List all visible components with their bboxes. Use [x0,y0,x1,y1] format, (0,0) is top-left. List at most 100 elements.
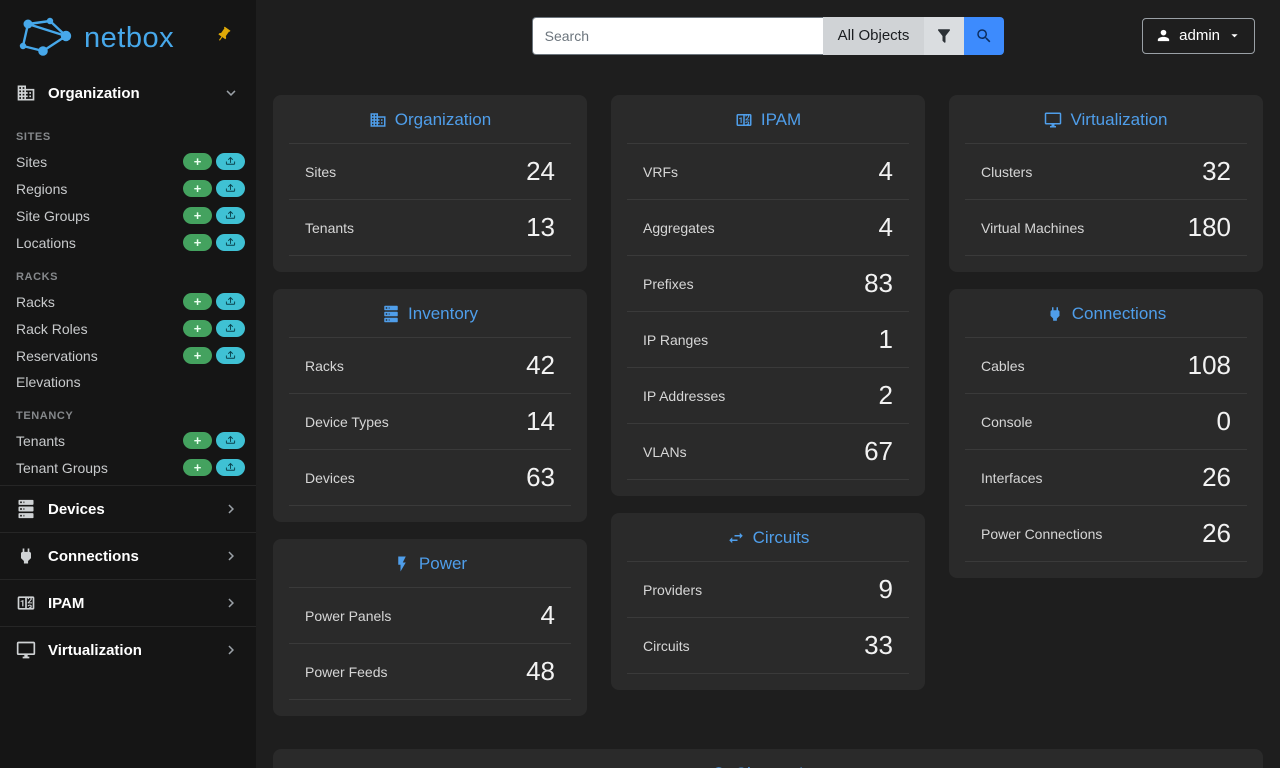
card-rows: Racks 42 Device Types 14 Devices 63 [289,337,571,506]
search-input[interactable] [531,16,823,55]
sidebar-item-label[interactable]: Elevations [16,374,81,390]
pin-icon[interactable] [212,23,236,47]
sidebar-group-connections[interactable]: Connections [0,532,256,579]
card-title[interactable]: Circuits [752,528,810,547]
brand-name[interactable]: netbox [84,21,175,54]
import-button[interactable] [216,320,245,337]
sidebar-item-label[interactable]: Tenants [16,432,66,449]
sidebar-item-label[interactable]: Sites [16,153,48,170]
card-title[interactable]: Change Log [735,764,828,768]
import-button[interactable] [216,347,245,364]
add-button[interactable]: + [183,153,212,170]
stat-label[interactable]: Virtual Machines [981,219,1085,236]
search-button[interactable] [964,16,1005,55]
import-button[interactable] [216,234,245,251]
sidebar-item-site-groups[interactable]: Site Groups + [0,202,256,229]
sidebar-group-devices[interactable]: Devices [0,485,256,532]
sidebar-item-label[interactable]: Site Groups [16,207,90,224]
stat-label[interactable]: Clusters [981,163,1033,180]
import-button[interactable] [216,180,245,197]
user-menu-button[interactable]: admin [1142,17,1255,54]
stat-label[interactable]: Cables [981,357,1025,374]
sidebar-item-label[interactable]: Rack Roles [16,320,88,337]
card-change-log: Change Log [273,749,1263,768]
card-rows: Sites 24 Tenants 13 [289,143,571,256]
sidebar-group-label: Virtualization [48,641,142,659]
stat-label[interactable]: Providers [643,581,703,598]
add-button[interactable]: + [183,347,212,364]
filter-button[interactable] [924,16,965,55]
sidebar-item-tenant-groups[interactable]: Tenant Groups + [0,454,256,481]
plus-icon: + [193,348,202,363]
stat-label[interactable]: Racks [305,357,344,374]
card-inventory: Inventory Racks 42 Device Types 14 Devices 63 [273,289,587,522]
netbox-logo-icon[interactable] [16,15,74,61]
card-title[interactable]: Connections [1071,304,1167,323]
sidebar-section-heading-tenancy: TENANCY [16,410,74,422]
sidebar-item-label[interactable]: Regions [16,180,68,197]
sidebar-item-sites[interactable]: Sites + [0,148,256,175]
add-button[interactable]: + [183,432,212,449]
add-button[interactable]: + [183,234,212,251]
stat-label[interactable]: Console [981,413,1033,430]
sidebar-item-locations[interactable]: Locations + [0,229,256,256]
sidebar-group-label: IPAM [48,594,85,612]
stat-label[interactable]: Power Connections [981,525,1103,542]
import-button[interactable] [216,293,245,310]
stat-label[interactable]: IP Ranges [643,331,709,348]
sidebar-item-actions: + [183,207,245,224]
sidebar-section-heading-sites: SITES [16,131,51,143]
stat-row-circuits: Circuits 33 [627,618,909,674]
sidebar-item-label[interactable]: Reservations [16,347,98,364]
card-rows: Clusters 32 Virtual Machines 180 [965,143,1247,256]
stat-value: 32 [1202,156,1231,186]
stat-label[interactable]: VLANs [643,443,687,460]
stat-label[interactable]: Sites [305,163,337,180]
stat-label[interactable]: IP Addresses [643,387,726,404]
card-title[interactable]: Virtualization [1070,110,1168,129]
sidebar-item-reservations[interactable]: Reservations + [0,342,256,369]
add-button[interactable]: + [183,180,212,197]
add-button[interactable]: + [183,459,212,476]
import-button[interactable] [216,459,245,476]
sidebar-item-label[interactable]: Locations [16,234,76,251]
import-button[interactable] [216,207,245,224]
sidebar-item-label[interactable]: Tenant Groups [16,459,108,476]
sidebar-group-ipam[interactable]: IPAM [0,579,256,626]
stat-label[interactable]: Circuits [643,637,690,654]
add-button[interactable]: + [183,320,212,337]
stat-value: 1 [878,324,893,354]
sidebar-item-elevations[interactable]: Elevations [0,369,256,395]
topbar: All Objects admin [273,0,1263,71]
import-button[interactable] [216,432,245,449]
stat-label[interactable]: Devices [305,469,355,486]
stat-value: 13 [526,212,555,242]
stat-label[interactable]: VRFs [643,163,678,180]
sidebar-item-racks[interactable]: Racks + [0,288,256,315]
stat-label[interactable]: Prefixes [643,275,694,292]
stat-label[interactable]: Power Feeds [305,663,388,680]
stat-label[interactable]: Tenants [305,219,355,236]
add-button[interactable]: + [183,293,212,310]
search-scope-button[interactable]: All Objects [822,16,925,55]
card-title[interactable]: IPAM [760,110,802,129]
sidebar-item-tenants[interactable]: Tenants + [0,427,256,454]
stat-label[interactable]: Aggregates [643,219,715,236]
stat-label[interactable]: Device Types [305,413,389,430]
stat-label[interactable]: Interfaces [981,469,1043,486]
stat-label[interactable]: Power Panels [305,607,392,624]
sidebar-item-rack-roles[interactable]: Rack Roles + [0,315,256,342]
import-button[interactable] [216,153,245,170]
add-button[interactable]: + [183,207,212,224]
card-header: Change Log [289,749,1247,768]
card-title[interactable]: Organization [394,110,492,129]
upload-icon [225,183,236,194]
card-title[interactable]: Inventory [408,304,478,323]
plus-icon: + [193,460,202,475]
sidebar-group-organization[interactable]: Organization [0,70,256,116]
sidebar-group-virtualization[interactable]: Virtualization [0,626,256,673]
sidebar-item-label[interactable]: Racks [16,293,55,310]
user-name: admin [1179,27,1220,44]
sidebar-item-regions[interactable]: Regions + [0,175,256,202]
card-title[interactable]: Power [418,554,468,573]
